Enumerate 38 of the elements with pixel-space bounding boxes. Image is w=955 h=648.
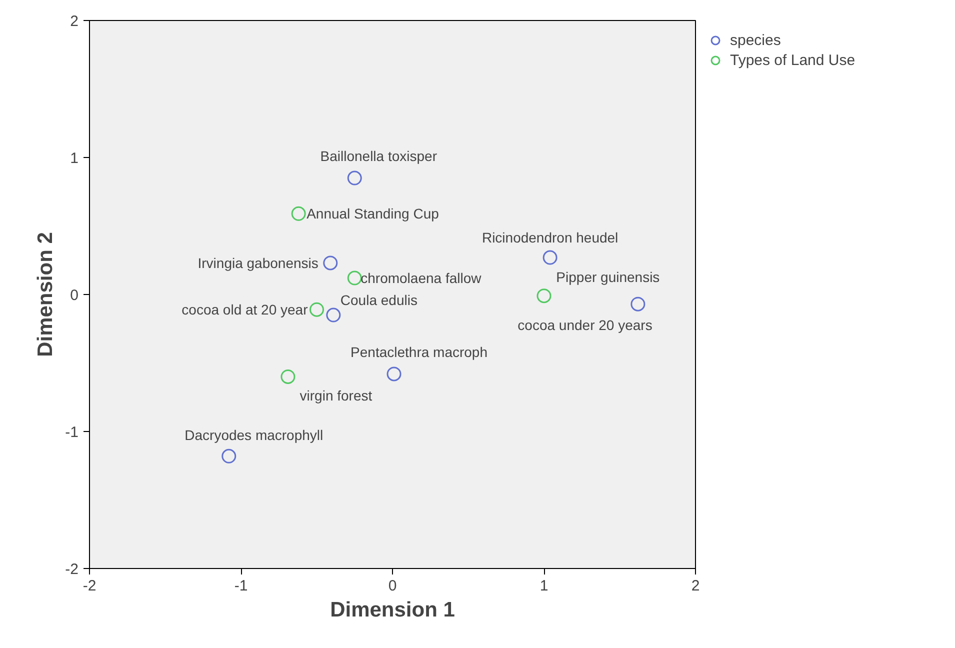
annotation: cocoa under 20 years [518,316,652,333]
annotation: Baillonella toxisper [320,148,438,164]
point [291,206,306,221]
y-axis-title: Dimension 2 [34,232,58,357]
y-tick-label: -1 [65,424,79,441]
point [323,256,338,270]
point [386,366,402,382]
x-tick-label: 0 [388,578,397,594]
point [542,250,558,265]
legend-label: species [730,30,781,50]
legend-label: Types of Land Use [730,50,856,70]
point [347,270,362,286]
x-tick-label: 1 [540,578,548,594]
point [536,288,552,304]
point [280,369,296,384]
y-tick-label: -2 [65,561,79,578]
x-tick-label: -2 [82,578,96,594]
point [347,170,362,186]
point [222,448,236,464]
y-tick-label: 0 [70,287,78,304]
annotation: Pentaclethra macroph [350,344,488,360]
annotation: Dacryodes macrophyll [184,427,324,444]
annotation: Pipper guinensis [556,269,660,286]
annotation: Irvingia gabonensis [198,254,318,271]
annotation: Ricinodendron heudel [482,230,618,246]
point [326,308,341,322]
point [310,302,324,317]
x-axis-title: Dimension 1 [330,598,456,622]
point [630,296,646,312]
x-tick-label: -1 [234,578,248,594]
annotation: cocoa old at 20 year [182,302,308,318]
annotation: chromolaena fallow [360,270,482,286]
y-tick-label: 2 [70,13,78,30]
x-tick-label: 2 [691,578,700,594]
annotation: Annual Standing Cup [306,206,440,222]
annotation: Coula edulis [340,292,418,308]
y-tick-label: 1 [70,150,78,167]
annotation: virgin forest [300,388,372,404]
